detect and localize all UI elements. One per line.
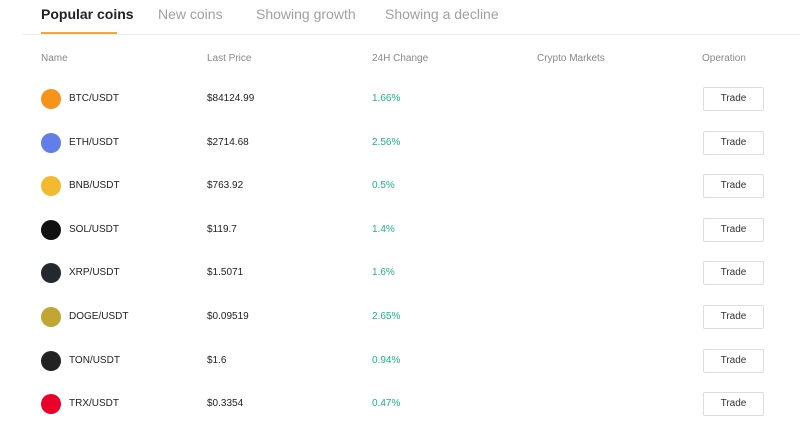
active-tab-underline [41, 32, 117, 34]
change: 2.56% [372, 136, 401, 148]
coin-icon [41, 176, 61, 197]
change: 0.47% [372, 398, 401, 410]
column-header: Last Price [207, 53, 252, 64]
coin-icon [41, 307, 61, 327]
change: 2.65% [372, 311, 401, 322]
tab[interactable]: Popular coins [41, 6, 134, 22]
trade-button[interactable]: Trade [703, 217, 764, 242]
coin-icon [41, 394, 61, 415]
pair-name: DOGE/USDT [69, 311, 129, 322]
trade-button[interactable]: Trade [703, 87, 764, 111]
last-price: $2714.68 [207, 136, 249, 148]
last-price: $0.09519 [207, 311, 249, 322]
column-header: Name [41, 53, 68, 64]
pair-name: BNB/USDT [69, 180, 120, 192]
tab[interactable]: New coins [158, 6, 223, 22]
tab[interactable]: Showing a decline [385, 6, 499, 22]
change: 0.5% [372, 180, 395, 192]
trade-button[interactable]: Trade [703, 305, 764, 329]
column-header: Operation [702, 53, 746, 64]
pair-name: SOL/USDT [69, 223, 120, 235]
trade-button[interactable]: Trade [703, 261, 764, 286]
coin-icon [41, 350, 61, 371]
tab[interactable]: Showing growth [256, 6, 356, 22]
last-price: $763.92 [207, 180, 244, 192]
pair-name: XRP/USDT [69, 267, 120, 279]
column-header: 24H Change [372, 53, 429, 64]
coin-icon [41, 132, 61, 153]
pair-name: TRX/USDT [69, 398, 119, 410]
change: 0.94% [372, 354, 401, 366]
last-price: $0.3354 [207, 398, 244, 410]
last-price: $1.6 [207, 354, 227, 366]
tab-divider [22, 34, 800, 35]
last-price: $119.7 [207, 223, 237, 235]
pair-name: ETH/USDT [69, 136, 119, 148]
change: 1.66% [372, 93, 401, 104]
column-header: Crypto Markets [537, 53, 605, 64]
trade-button[interactable]: Trade [703, 392, 764, 417]
trade-button[interactable]: Trade [703, 348, 764, 373]
pair-name: BTC/USDT [69, 93, 119, 104]
coin-icon [41, 219, 61, 240]
pair-name: TON/USDT [69, 354, 120, 366]
last-price: $1.5071 [207, 267, 244, 279]
coin-icon [41, 89, 61, 109]
coin-icon [41, 263, 61, 284]
last-price: $84124.99 [207, 93, 255, 104]
change: 1.4% [372, 223, 395, 235]
trade-button[interactable]: Trade [703, 130, 764, 155]
trade-button[interactable]: Trade [703, 174, 764, 199]
change: 1.6% [372, 267, 395, 279]
